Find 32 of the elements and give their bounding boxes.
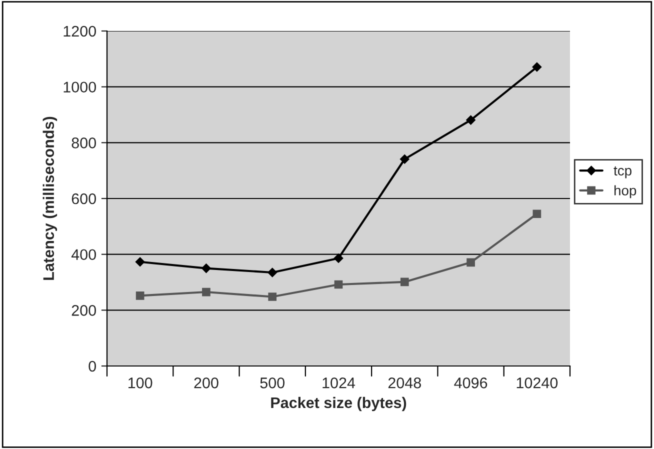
y-tick-label: 0 <box>88 360 96 372</box>
legend-label: hop <box>614 185 636 198</box>
x-tick-label: 2048 <box>388 378 421 388</box>
y-tick-label: 200 <box>72 305 96 316</box>
point <box>334 254 344 263</box>
point <box>268 268 277 278</box>
x-tick-label: 500 <box>260 378 285 388</box>
y-axis-title: Latency (milliseconds) <box>42 116 58 280</box>
point <box>268 292 277 301</box>
y-tick-label: 600 <box>72 193 96 204</box>
legend-label: tcp <box>614 166 632 178</box>
x-tick-label: 4096 <box>454 378 488 388</box>
point <box>135 257 145 266</box>
point <box>400 154 410 164</box>
point <box>202 264 211 273</box>
y-tick-label: 800 <box>72 138 96 148</box>
y-tick-label: 400 <box>71 249 96 260</box>
point <box>400 278 409 286</box>
point <box>466 115 476 125</box>
y-tick-label: 1200 <box>64 26 96 37</box>
point <box>202 288 210 296</box>
x-tick-label: 1024 <box>322 378 356 388</box>
y-tick-label: 1000 <box>64 82 96 93</box>
point <box>136 291 144 300</box>
point <box>532 210 542 218</box>
x-tick-label: 10240 <box>516 378 558 388</box>
x-tick-label: 200 <box>194 378 218 388</box>
point <box>334 280 343 289</box>
x-axis-title: Packet size (bytes) <box>271 396 406 412</box>
x-tick-label: 100 <box>128 378 152 388</box>
point <box>466 258 475 267</box>
point <box>532 62 542 72</box>
